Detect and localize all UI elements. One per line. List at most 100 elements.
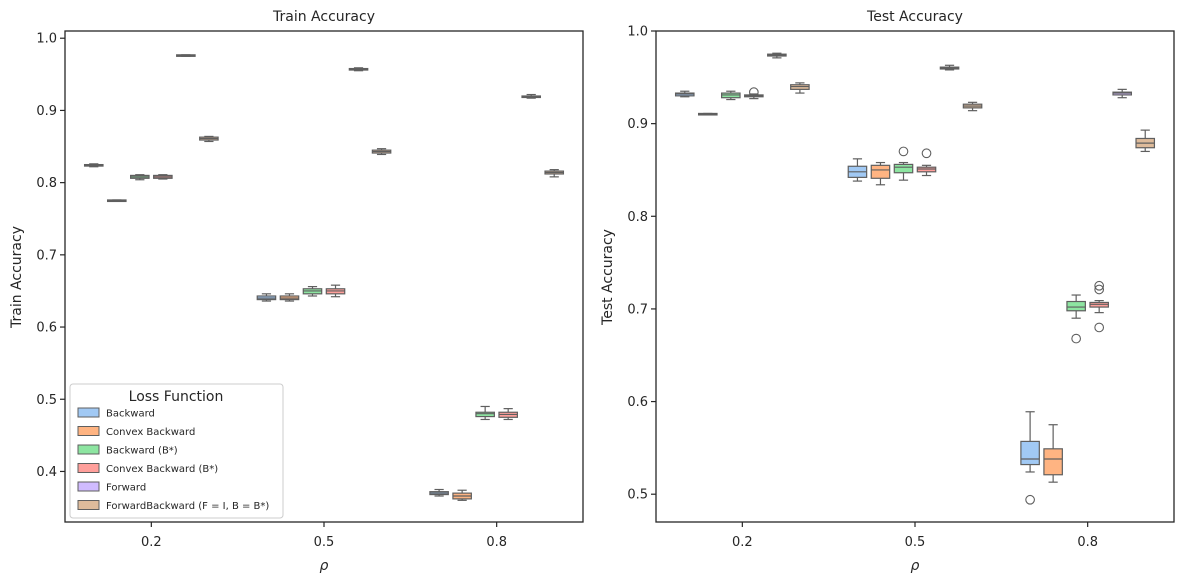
train-panel-title: Train Accuracy (272, 9, 375, 25)
legend-label: Convex Backward (B*) (106, 464, 218, 475)
test-panel-title: Test Accuracy (866, 9, 963, 25)
test-box-convex-backward-b-05 (916, 148, 937, 177)
legend-item-backward: Backward (77, 407, 155, 420)
test-box-convex-backward-02 (697, 112, 718, 116)
train-box-forward-05 (348, 67, 369, 72)
train-y-tick-label: 1.0 (36, 32, 57, 47)
train-y-tick-label: 0.8 (36, 176, 57, 191)
legend-item-backward-b: Backward (B*) (77, 444, 178, 457)
box-iqr (1020, 440, 1040, 466)
test-box-forward-02 (767, 52, 787, 59)
legend-item-forwardbackward-f-i-b-b: ForwardBackward (F = I, B = B*) (77, 500, 269, 512)
legend-label: ForwardBackward (F = I, B = B*) (106, 501, 269, 512)
test-box-convex-backward-08 (1043, 424, 1063, 483)
test-box-forwardbackward-f-i-b-b-02 (790, 82, 810, 94)
outlier-point (1025, 494, 1035, 505)
legend-swatch (77, 500, 100, 510)
train-box-convex-backward-b-08 (498, 408, 518, 421)
test-y-tick-label: 0.6 (627, 395, 648, 410)
train-y-tick-label: 0.9 (36, 104, 57, 119)
test-plot-frame (655, 30, 1175, 523)
legend-label: Backward (B*) (106, 446, 178, 457)
test-box-forwardbackward-f-i-b-b-08 (1135, 129, 1156, 153)
legend-title: Loss Function (129, 389, 224, 405)
train-x-tick-label: 0.5 (314, 535, 335, 550)
train-y-tick-label: 0.5 (36, 393, 57, 408)
train-x-tick-label: 0.2 (141, 535, 162, 550)
test-box-backward-02 (674, 90, 695, 98)
legend-item-convex-backward: Convex Backward (77, 426, 195, 438)
train-x-axis-label: ρ (320, 558, 329, 574)
legend-label: Backward (106, 409, 155, 420)
train-x-ticks: 0.2 0.5 0.8 (141, 522, 507, 550)
train-box-backward-08 (429, 488, 449, 497)
train-box-convex-backward-08 (452, 489, 472, 501)
train-box-backward-b-02 (130, 174, 150, 181)
test-box-forward-08 (1112, 88, 1133, 99)
outlier-point (748, 87, 759, 97)
outlier-point (898, 146, 909, 157)
train-box-backward-02 (83, 163, 104, 168)
train-y-axis-label: Train Accuracy (9, 226, 25, 329)
test-box-backward-05 (847, 158, 868, 182)
train-box-forwardbackward-f-i-b-b-05 (371, 148, 392, 156)
outlier-point (1094, 322, 1105, 333)
train-box-forward-02 (176, 54, 196, 57)
train-plot-frame (64, 30, 584, 523)
test-accuracy-panel: Test Accuracy Test Accuracy ρ 0.50.60.70… (600, 9, 1175, 574)
train-box-convex-backward-05 (279, 293, 300, 302)
test-box-backward-08 (1020, 411, 1040, 505)
train-y-tick-label: 0.7 (36, 248, 57, 263)
test-x-ticks: 0.2 0.5 0.8 (732, 522, 1098, 550)
test-box-convex-backward-b-08 (1089, 280, 1109, 333)
test-y-tick-label: 0.8 (627, 210, 648, 225)
legend-item-convex-backward-b: Convex Backward (B*) (77, 463, 218, 475)
box-iqr (870, 164, 891, 179)
outlier-point (921, 148, 932, 159)
legend-items: Backward Convex Backward Backward (B*) Conv… (77, 407, 269, 512)
box-iqr (1043, 448, 1063, 476)
legend-swatch (77, 481, 100, 492)
train-boxes (83, 54, 565, 501)
test-x-tick-label: 0.5 (905, 535, 926, 550)
train-box-convex-backward-b-02 (153, 174, 173, 180)
test-box-backward-b-08 (1066, 294, 1086, 344)
train-box-convex-backward-02 (106, 199, 127, 203)
train-y-tick-label: 0.6 (36, 321, 57, 336)
legend-label: Forward (106, 483, 146, 494)
box-iqr (1066, 300, 1086, 312)
test-box-forward-05 (939, 64, 960, 71)
box-iqr (893, 163, 914, 174)
train-box-backward-b-08 (475, 405, 495, 421)
test-box-backward-b-05 (893, 146, 914, 181)
test-y-tick-label: 0.9 (627, 117, 648, 132)
box-iqr (475, 411, 495, 418)
test-x-tick-label: 0.2 (732, 535, 753, 550)
outlier-point (1094, 280, 1105, 291)
outlier-point (1071, 333, 1082, 344)
test-y-tick-label: 1.0 (627, 25, 648, 40)
train-accuracy-panel: Train Accuracy Train Accuracy ρ 0.40.50.… (9, 9, 584, 574)
legend-swatch (77, 444, 100, 455)
train-y-ticks: 0.4 0.5 0.6 0.7 0.8 0.9 1.0 (36, 32, 65, 480)
test-box-backward-b-02 (721, 90, 741, 101)
test-x-axis-label: ρ (911, 558, 920, 574)
train-box-forwardbackward-f-i-b-b-02 (199, 135, 219, 143)
test-y-axis-label: Test Accuracy (600, 229, 616, 326)
train-box-convex-backward-b-05 (325, 284, 346, 298)
legend-frame (69, 383, 284, 519)
train-y-tick-label: 0.4 (36, 465, 57, 480)
legend-label: Convex Backward (106, 427, 195, 438)
train-box-backward-b-05 (302, 286, 323, 297)
legend-swatch (77, 426, 100, 436)
train-x-tick-label: 0.8 (486, 535, 507, 550)
legend-item-forward: Forward (77, 481, 146, 494)
test-x-tick-label: 0.8 (1077, 535, 1098, 550)
test-boxes (674, 52, 1156, 505)
outlier-point (1094, 284, 1105, 295)
test-y-tick-label: 0.5 (627, 488, 648, 503)
train-box-backward-05 (256, 293, 277, 302)
legend-swatch (77, 407, 100, 418)
